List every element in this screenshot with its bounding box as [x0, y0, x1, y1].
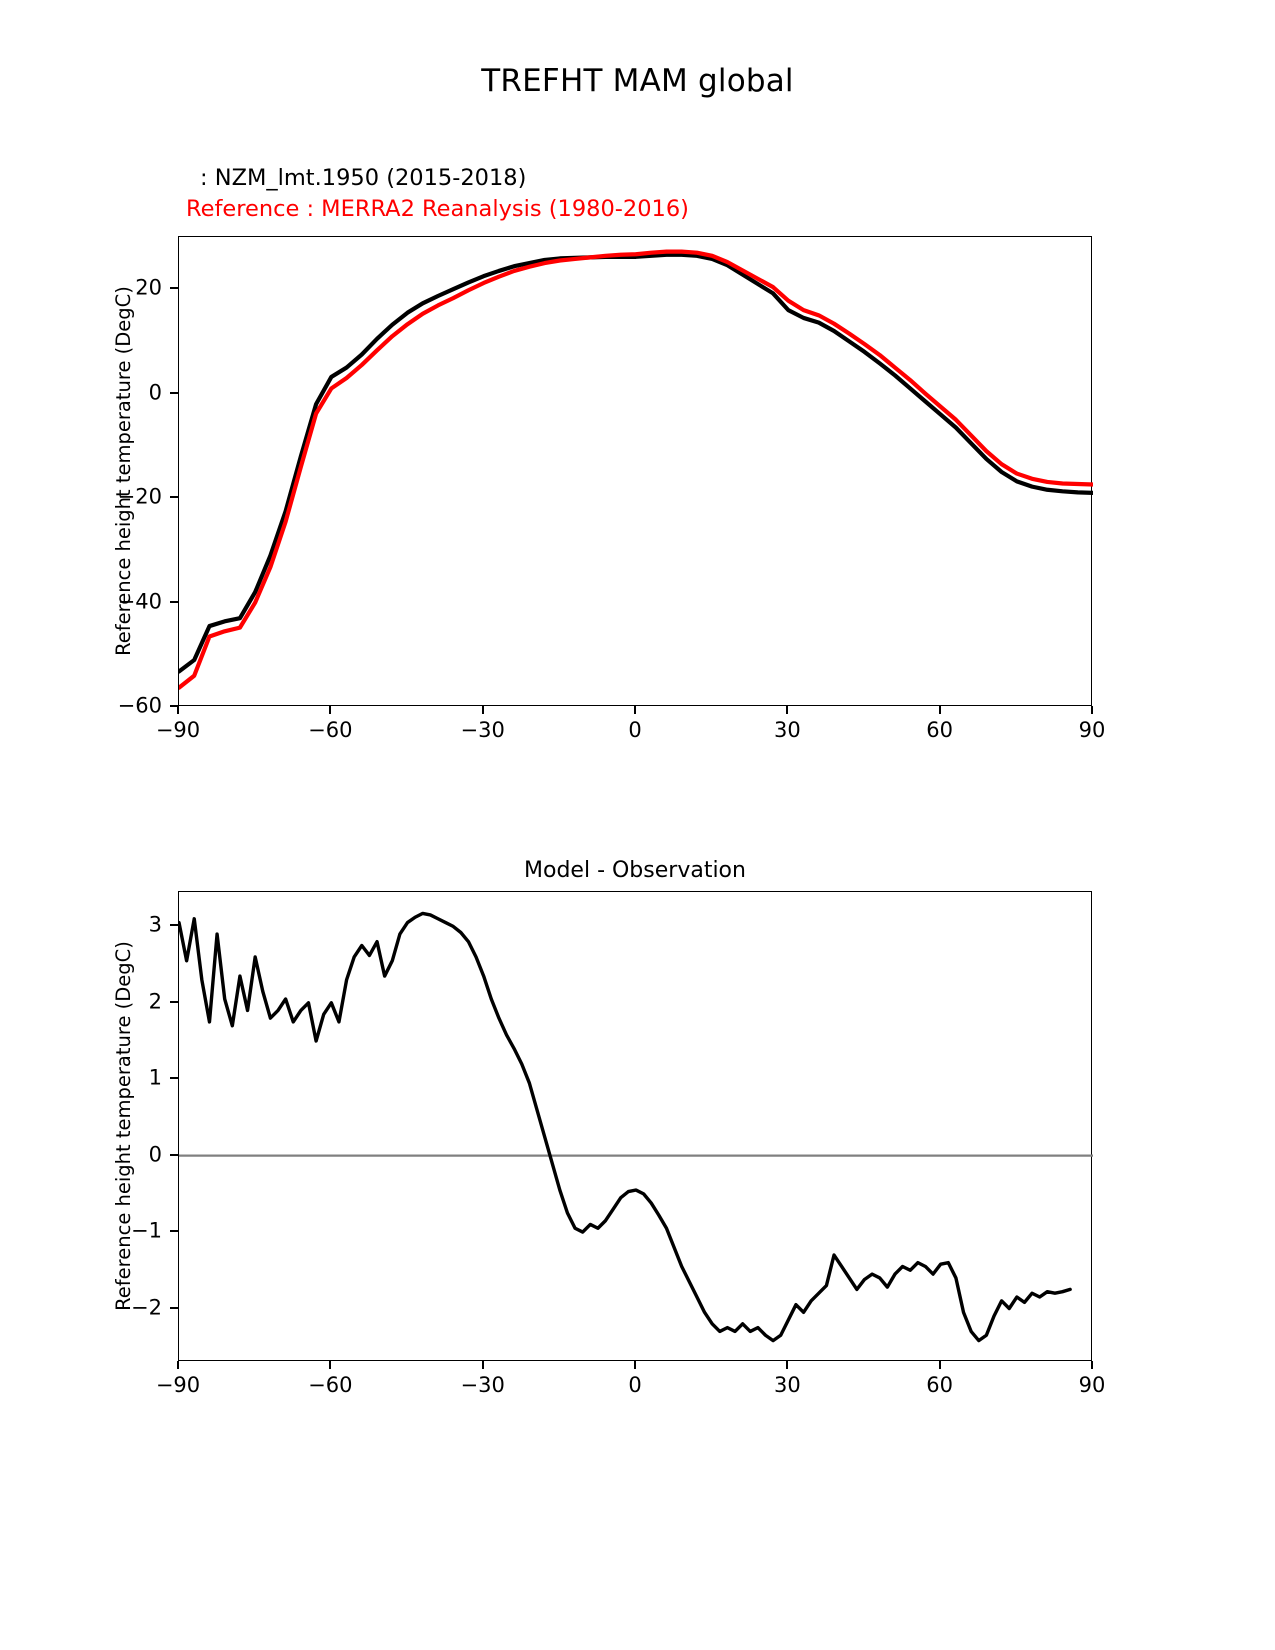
x-tick-mark	[329, 1361, 332, 1369]
x-tick-label: 30	[773, 718, 801, 742]
plot-area-top	[178, 236, 1093, 706]
y-tick-label: 20	[135, 275, 162, 300]
y-tick-mark	[170, 287, 178, 290]
y-tick-label: 0	[148, 1142, 162, 1167]
x-tick-label: 0	[628, 718, 642, 742]
y-tick-mark	[170, 391, 178, 394]
y-tick-label: −2	[131, 1295, 162, 1319]
x-tick-label: 30	[773, 1373, 801, 1397]
x-tick-label: −90	[155, 1373, 201, 1397]
y-tick-mark	[170, 924, 178, 927]
y-tick-mark	[170, 1077, 178, 1080]
y-tick-mark	[170, 1230, 178, 1233]
x-tick-mark	[634, 706, 636, 714]
y-tick-label: 0	[148, 380, 162, 405]
x-tick-mark	[481, 706, 484, 714]
page-title: TREFHT MAM global	[481, 63, 794, 99]
y-tick-label: −20	[117, 484, 162, 509]
y-tick-mark	[170, 705, 178, 707]
x-tick-mark	[177, 1361, 179, 1369]
x-tick-label: −90	[155, 718, 201, 742]
x-tick-mark	[938, 706, 941, 714]
x-tick-mark	[481, 1361, 484, 1369]
legend: : NZM_lmt.1950 (2015-2018) Reference : M…	[186, 163, 946, 225]
x-tick-mark	[1091, 706, 1093, 714]
legend-reference-entry: Reference : MERRA2 Reanalysis (1980-2016…	[186, 196, 689, 222]
x-tick-mark	[1091, 1361, 1093, 1369]
x-tick-label: 90	[1078, 1373, 1106, 1397]
difference-curve	[179, 911, 1093, 1343]
x-tick-mark	[786, 706, 789, 714]
y-tick-label: −40	[117, 589, 162, 614]
series-line-1	[179, 249, 1093, 690]
x-tick-mark	[786, 1361, 789, 1369]
y-tick-mark	[170, 1306, 178, 1309]
x-tick-label: 60	[926, 1373, 954, 1397]
legend-model-entry: : NZM_lmt.1950 (2015-2018)	[200, 165, 527, 191]
x-tick-mark	[938, 1361, 941, 1369]
y-tick-label: 2	[148, 989, 162, 1014]
series-line-0	[179, 911, 1072, 1343]
y-tick-label: 3	[148, 912, 162, 937]
x-tick-label: −30	[460, 718, 505, 742]
series-line-0	[179, 252, 1093, 674]
y-tick-label: −60	[117, 693, 162, 718]
x-tick-label: 90	[1078, 718, 1106, 742]
y-tick-label: −1	[131, 1218, 162, 1243]
x-tick-label: −60	[308, 1373, 353, 1397]
zonal-mean-curves	[179, 249, 1093, 690]
x-tick-label: 0	[628, 1373, 642, 1397]
plot-area-bottom	[178, 891, 1093, 1361]
x-tick-label: −30	[460, 1373, 505, 1397]
y-tick-mark	[170, 600, 178, 603]
x-tick-label: 60	[926, 718, 954, 742]
y-tick-label: 1	[148, 1065, 162, 1090]
y-tick-mark	[170, 1000, 178, 1003]
x-tick-mark	[329, 706, 332, 714]
y-tick-mark	[170, 496, 178, 499]
x-tick-mark	[177, 706, 179, 714]
x-tick-label: −60	[308, 718, 353, 742]
subtitle-model-minus-observation: Model - Observation	[524, 858, 746, 883]
x-tick-mark	[634, 1361, 636, 1369]
y-tick-mark	[170, 1153, 178, 1156]
